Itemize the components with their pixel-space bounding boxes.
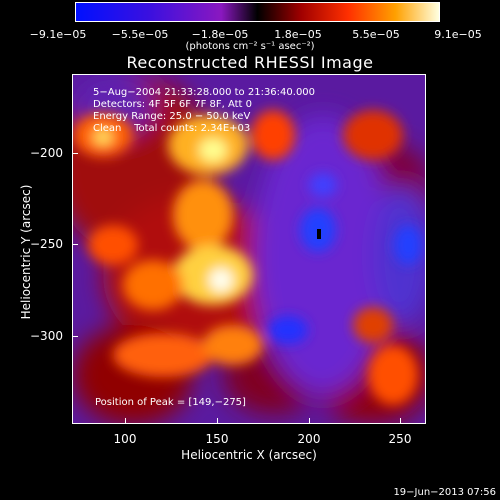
info-clean-counts: Clean Total counts: 2.34E+03 xyxy=(93,123,251,134)
x-axis-title: Heliocentric X (arcsec) xyxy=(181,448,317,462)
colorbar-tick: −5.5e−05 xyxy=(111,28,169,41)
info-detectors: Detectors: 4F 5F 6F 7F 8F, Att 0 xyxy=(93,99,253,110)
colorbar-tick: 5.5e−05 xyxy=(352,28,400,41)
x-tick-mark xyxy=(309,418,310,424)
rhessi-image xyxy=(73,75,425,423)
y-tick-mark xyxy=(72,336,78,337)
colorbar-tick: 9.1e−05 xyxy=(434,28,482,41)
y-tick-label: −300 xyxy=(30,329,63,343)
x-tick-mark xyxy=(125,418,126,424)
peak-position-label: Position of Peak = [149,−275] xyxy=(95,397,246,408)
y-axis-title: Heliocentric Y (arcsec) xyxy=(19,184,33,320)
image-title: Reconstructed RHESSI Image xyxy=(126,53,374,72)
plot-timestamp: 19−Jun−2013 07:56 xyxy=(393,487,496,498)
x-tick-label: 200 xyxy=(297,432,321,446)
x-tick-label: 250 xyxy=(388,432,412,446)
info-energy-range: Energy Range: 25.0 − 50.0 keV xyxy=(93,111,251,122)
y-tick-mark xyxy=(72,244,78,245)
colorbar-gradient xyxy=(76,3,439,21)
y-tick-mark xyxy=(72,153,78,154)
y-tick-label: −250 xyxy=(30,237,63,251)
colorbar-tick: −9.1e−05 xyxy=(29,28,87,41)
colorbar-tick: 1.8e−05 xyxy=(274,28,322,41)
x-tick-label: 150 xyxy=(205,432,229,446)
info-time-range: 5−Aug−2004 21:33:28.000 to 21:36:40.000 xyxy=(93,87,316,98)
y-tick-label: −200 xyxy=(30,146,63,160)
colorbar xyxy=(75,2,440,22)
colorbar-tick: −1.8e−05 xyxy=(191,28,249,41)
x-tick-mark xyxy=(400,418,401,424)
colorbar-units: (photons cm⁻² s⁻¹ asec⁻²) xyxy=(185,41,315,52)
x-tick-label: 100 xyxy=(113,432,137,446)
rhessi-image-plot: 5−Aug−2004 21:33:28.000 to 21:36:40.000 … xyxy=(72,74,426,424)
x-tick-mark xyxy=(217,418,218,424)
